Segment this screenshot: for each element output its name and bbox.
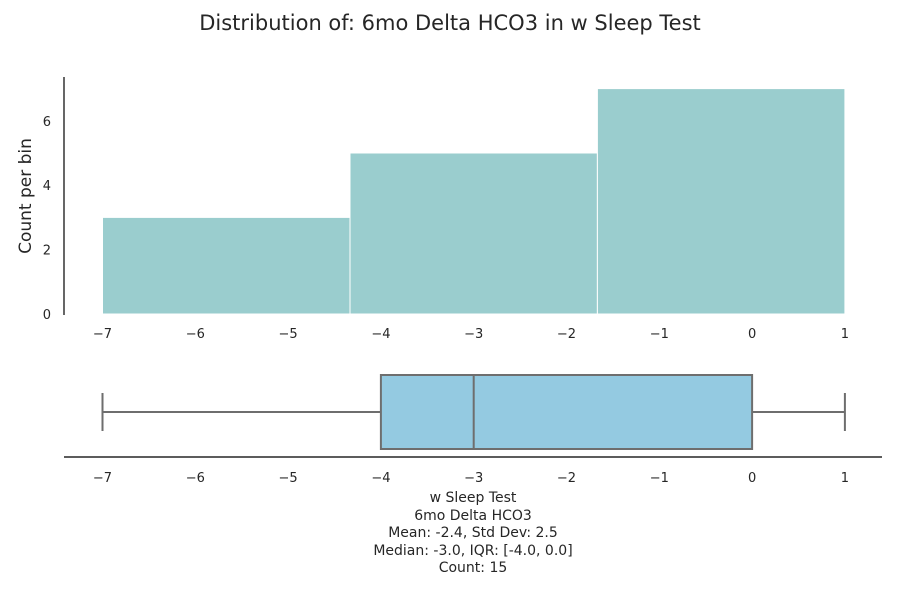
- histogram-x-tick-label: −6: [186, 327, 205, 342]
- histogram-x-tick-label: 1: [841, 327, 849, 342]
- histogram-y-ticks: 0 2 4 6: [43, 115, 51, 323]
- summary-mean-std-line: Mean: -2.4, Std Dev: 2.5: [388, 525, 558, 541]
- boxplot-x-tick-label: −2: [557, 471, 576, 486]
- summary-annotation: w Sleep Test 6mo Delta HCO3 Mean: -2.4, …: [373, 490, 572, 576]
- histogram-x-tick-label: −5: [279, 327, 298, 342]
- summary-count-line: Count: 15: [439, 560, 508, 576]
- boxplot-x-tick-label: −6: [186, 471, 205, 486]
- boxplot-iqr-box: [379, 374, 754, 450]
- histogram-x-ticks: −7 −6 −5 −4 −3 −2 −1 0 1: [93, 327, 849, 342]
- boxplot-x-tick-label: −3: [464, 471, 483, 486]
- figure-title: Distribution of: 6mo Delta HCO3 in w Sle…: [199, 11, 701, 35]
- boxplot-x-tick-label: 0: [748, 471, 756, 486]
- histogram-x-tick-label: 0: [748, 327, 756, 342]
- histogram-bar-2: [349, 152, 598, 315]
- histogram-bar-3: [596, 88, 846, 315]
- histogram-x-tick-label: −4: [371, 327, 390, 342]
- summary-variable-line: 6mo Delta HCO3: [414, 508, 532, 524]
- histogram-y-tick-label: 0: [43, 308, 51, 323]
- histogram-y-tick-label: 4: [43, 179, 51, 194]
- histogram-x-tick-label: −7: [93, 327, 112, 342]
- boxplot-x-tick-label: −1: [650, 471, 669, 486]
- boxplot: [101, 374, 846, 450]
- histogram-bar-1: [102, 216, 351, 315]
- boxplot-x-tick-label: −5: [279, 471, 298, 486]
- histogram-y-tick-label: 2: [43, 244, 51, 259]
- y-axis-label: Count per bin: [16, 138, 36, 254]
- histogram-x-tick-label: −3: [464, 327, 483, 342]
- histogram-x-tick-label: −1: [650, 327, 669, 342]
- boxplot-x-ticks: −7 −6 −5 −4 −3 −2 −1 0 1: [93, 471, 849, 486]
- boxplot-x-tick-label: 1: [841, 471, 849, 486]
- histogram-bars: [102, 88, 846, 315]
- boxplot-x-tick-label: −4: [371, 471, 390, 486]
- histogram-x-tick-label: −2: [557, 327, 576, 342]
- summary-group-line: w Sleep Test: [430, 490, 517, 506]
- boxplot-x-tick-label: −7: [93, 471, 112, 486]
- histogram-y-tick-label: 6: [43, 115, 51, 130]
- summary-median-iqr-line: Median: -3.0, IQR: [-4.0, 0.0]: [373, 543, 572, 559]
